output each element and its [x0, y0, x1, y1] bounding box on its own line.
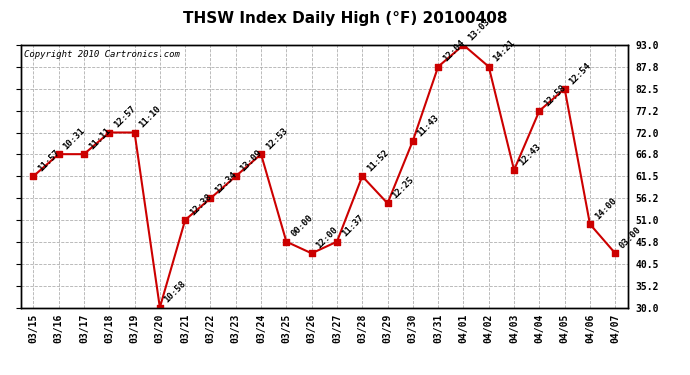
- Point: [433, 64, 444, 70]
- Text: 12:25: 12:25: [391, 175, 415, 201]
- Point: [610, 251, 621, 257]
- Point: [458, 42, 469, 48]
- Point: [559, 86, 570, 92]
- Point: [331, 238, 342, 244]
- Text: 12:54: 12:54: [567, 61, 593, 86]
- Text: 03:00: 03:00: [618, 225, 643, 251]
- Point: [129, 129, 140, 135]
- Text: 11:43: 11:43: [415, 113, 441, 138]
- Text: 11:52: 11:52: [365, 148, 391, 174]
- Text: 11:57: 11:57: [36, 148, 61, 174]
- Point: [483, 64, 494, 70]
- Text: 12:04: 12:04: [441, 39, 466, 64]
- Text: 12:00: 12:00: [315, 225, 339, 251]
- Point: [79, 151, 90, 157]
- Text: 11:11: 11:11: [87, 126, 112, 152]
- Point: [584, 221, 595, 227]
- Text: 11:37: 11:37: [339, 213, 365, 239]
- Point: [382, 200, 393, 206]
- Text: 13:09: 13:09: [239, 148, 264, 174]
- Text: 11:10: 11:10: [137, 104, 163, 130]
- Text: 14:21: 14:21: [491, 39, 517, 64]
- Point: [179, 217, 190, 223]
- Point: [306, 251, 317, 257]
- Text: 12:38: 12:38: [188, 192, 213, 217]
- Point: [155, 304, 166, 310]
- Text: 10:58: 10:58: [163, 279, 188, 305]
- Point: [509, 167, 520, 173]
- Text: THSW Index Daily High (°F) 20100408: THSW Index Daily High (°F) 20100408: [183, 11, 507, 26]
- Text: Copyright 2010 Cartronics.com: Copyright 2010 Cartronics.com: [23, 50, 179, 59]
- Point: [281, 238, 292, 244]
- Text: 00:00: 00:00: [289, 213, 315, 239]
- Point: [104, 129, 115, 135]
- Point: [205, 195, 216, 201]
- Text: 13:03: 13:03: [466, 17, 491, 42]
- Point: [28, 173, 39, 179]
- Point: [255, 151, 266, 157]
- Point: [357, 173, 368, 179]
- Text: 12:58: 12:58: [542, 83, 567, 108]
- Text: 12:57: 12:57: [112, 104, 137, 130]
- Point: [407, 138, 418, 144]
- Point: [53, 151, 64, 157]
- Point: [534, 108, 545, 114]
- Text: 10:31: 10:31: [61, 126, 87, 152]
- Point: [230, 173, 241, 179]
- Text: 12:43: 12:43: [517, 142, 542, 167]
- Text: 12:34: 12:34: [213, 170, 239, 195]
- Text: 12:53: 12:53: [264, 126, 289, 152]
- Text: 14:00: 14:00: [593, 196, 618, 221]
